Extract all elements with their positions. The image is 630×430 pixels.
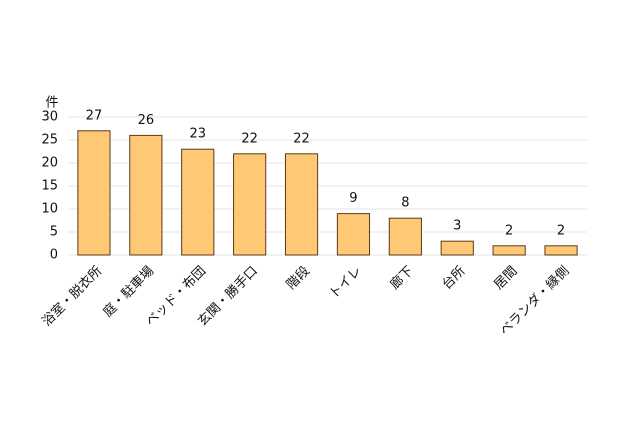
data-label: 26	[138, 113, 155, 128]
data-label: 2	[505, 223, 513, 238]
bar	[284, 153, 319, 256]
bar	[233, 153, 267, 256]
y-tick-label: 20	[41, 156, 58, 171]
data-label: 8	[401, 196, 409, 211]
bar	[492, 245, 526, 256]
x-tick-label: 庭・駐車場	[100, 263, 157, 320]
x-tick-label: 浴室・脱衣所	[39, 263, 105, 329]
bar	[440, 240, 474, 256]
bar	[77, 130, 111, 256]
data-label: 22	[293, 131, 310, 146]
bar	[388, 217, 422, 256]
bar	[181, 148, 215, 256]
data-label: 3	[453, 219, 461, 234]
bar	[544, 245, 578, 256]
x-tick-label: トイレ	[327, 264, 365, 302]
bar	[129, 134, 163, 256]
x-tick-label: 台所	[440, 264, 469, 293]
data-label: 9	[349, 191, 357, 206]
y-axis-title: 件	[45, 96, 58, 111]
data-label: 23	[189, 127, 206, 142]
x-tick-label: 階段	[284, 264, 313, 293]
data-label: 22	[241, 131, 258, 146]
data-label: 27	[86, 108, 103, 123]
y-tick-label: 15	[41, 179, 58, 194]
x-tick-label: 居間	[491, 264, 520, 293]
y-tick-label: 10	[41, 202, 58, 217]
y-tick-label: 0	[50, 248, 58, 263]
y-tick-label: 5	[50, 225, 58, 240]
y-tick-label: 30	[41, 110, 58, 125]
bar	[336, 213, 371, 256]
y-tick-label: 25	[41, 133, 58, 148]
data-label: 2	[557, 223, 565, 238]
x-tick-label: 廊下	[387, 263, 417, 293]
